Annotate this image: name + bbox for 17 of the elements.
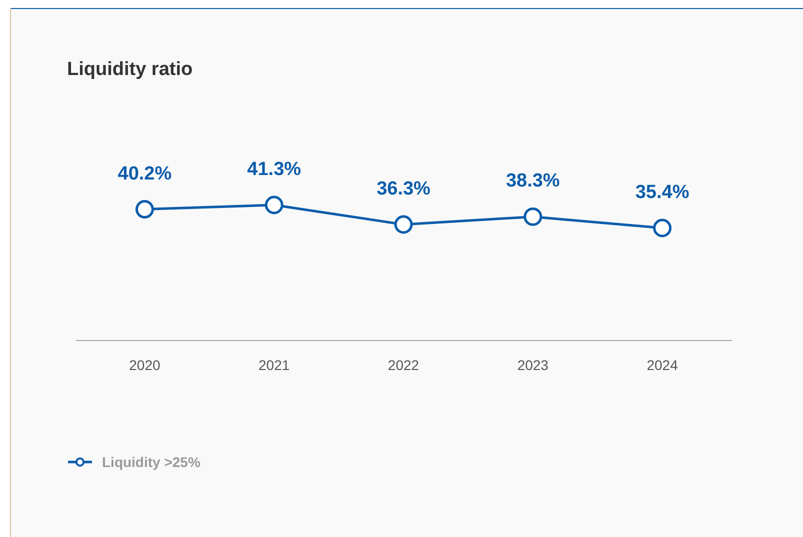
data-label: 35.4%	[635, 182, 690, 203]
point	[653, 218, 672, 238]
point	[135, 200, 154, 218]
legend-label: Liquidity >25%	[102, 454, 201, 470]
x-tick-label: 2023	[517, 356, 549, 373]
point	[524, 207, 542, 226]
point	[394, 215, 413, 234]
data-label: 38.3%	[506, 170, 560, 192]
data-label: 40.2%	[118, 163, 172, 184]
data-label: 36.3%	[376, 178, 431, 200]
x-tick-label: 2020	[129, 356, 160, 373]
x-tick-label: 2022	[388, 356, 420, 373]
point	[264, 196, 284, 214]
x-tick-label: 2021	[258, 356, 290, 373]
chart-title: Liquidity ratio	[67, 59, 193, 80]
x-tick-label: 2024	[646, 356, 678, 373]
data-label: 41.3%	[247, 159, 302, 180]
